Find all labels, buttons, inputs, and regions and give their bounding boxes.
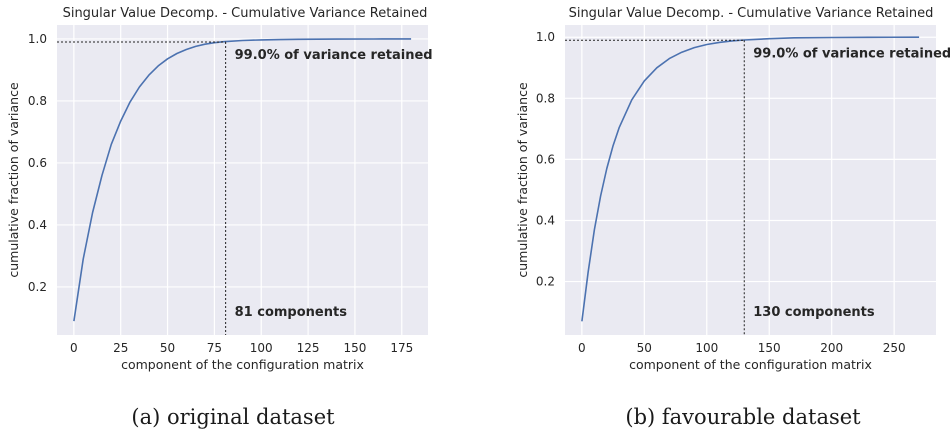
x-tick-label: 0 bbox=[578, 341, 586, 355]
y-tick-label: 1.0 bbox=[28, 32, 47, 46]
x-axis-label: component of the configuration matrix bbox=[121, 357, 364, 372]
x-tick-label: 150 bbox=[758, 341, 781, 355]
components-annotation: 130 components bbox=[753, 305, 875, 320]
x-tick-label: 25 bbox=[113, 341, 128, 355]
components-annotation: 81 components bbox=[235, 305, 348, 320]
cumulative-variance-line bbox=[73, 38, 412, 322]
x-tick-label: 250 bbox=[883, 341, 906, 355]
y-axis-label: cumulative fraction of variance bbox=[515, 82, 530, 278]
figure-caption: (b) favourable dataset bbox=[625, 405, 861, 429]
y-tick-label: 0.8 bbox=[536, 91, 555, 105]
x-tick-label: 175 bbox=[390, 341, 413, 355]
x-tick-label: 0 bbox=[70, 341, 78, 355]
x-tick-label: 100 bbox=[250, 341, 273, 355]
plot-area bbox=[57, 25, 428, 335]
x-tick-label: 75 bbox=[207, 341, 222, 355]
y-tick-label: 0.2 bbox=[536, 275, 555, 289]
y-tick-label: 1.0 bbox=[536, 30, 555, 44]
x-tick-label: 100 bbox=[695, 341, 718, 355]
variance-retained-annotation: 99.0% of variance retained bbox=[235, 48, 433, 63]
plot-area bbox=[565, 25, 936, 335]
y-tick-label: 0.6 bbox=[536, 152, 555, 166]
chart-panel-original: 0 25 50 75 100 125 150 175 0.2 0.4 0.6 0.8 1.0 99.0% … bbox=[6, 6, 433, 429]
y-axis-label: cumulative fraction of variance bbox=[6, 82, 21, 278]
chart-panel-favourable: 0 50 100 150 200 250 0.2 0.4 0.6 0.8 1.0 99.0% of v… bbox=[515, 6, 950, 429]
y-tick-label: 0.6 bbox=[28, 156, 47, 170]
x-tick-label: 150 bbox=[343, 341, 366, 355]
variance-retained-annotation: 99.0% of variance retained bbox=[753, 46, 950, 61]
y-tick-label: 0.2 bbox=[28, 280, 47, 294]
x-tick-label: 125 bbox=[297, 341, 320, 355]
y-tick-label: 0.4 bbox=[536, 213, 555, 227]
chart-title: Singular Value Decomp. - Cumulative Vari… bbox=[569, 6, 934, 21]
x-tick-label: 50 bbox=[637, 341, 652, 355]
y-tick-label: 0.4 bbox=[28, 218, 47, 232]
cumulative-variance-line bbox=[581, 36, 920, 322]
figure-caption: (a) original dataset bbox=[131, 405, 335, 429]
x-axis-label: component of the configuration matrix bbox=[629, 357, 872, 372]
chart-title: Singular Value Decomp. - Cumulative Vari… bbox=[63, 6, 428, 21]
x-tick-label: 50 bbox=[160, 341, 175, 355]
x-tick-label: 200 bbox=[820, 341, 843, 355]
y-tick-label: 0.8 bbox=[28, 94, 47, 108]
